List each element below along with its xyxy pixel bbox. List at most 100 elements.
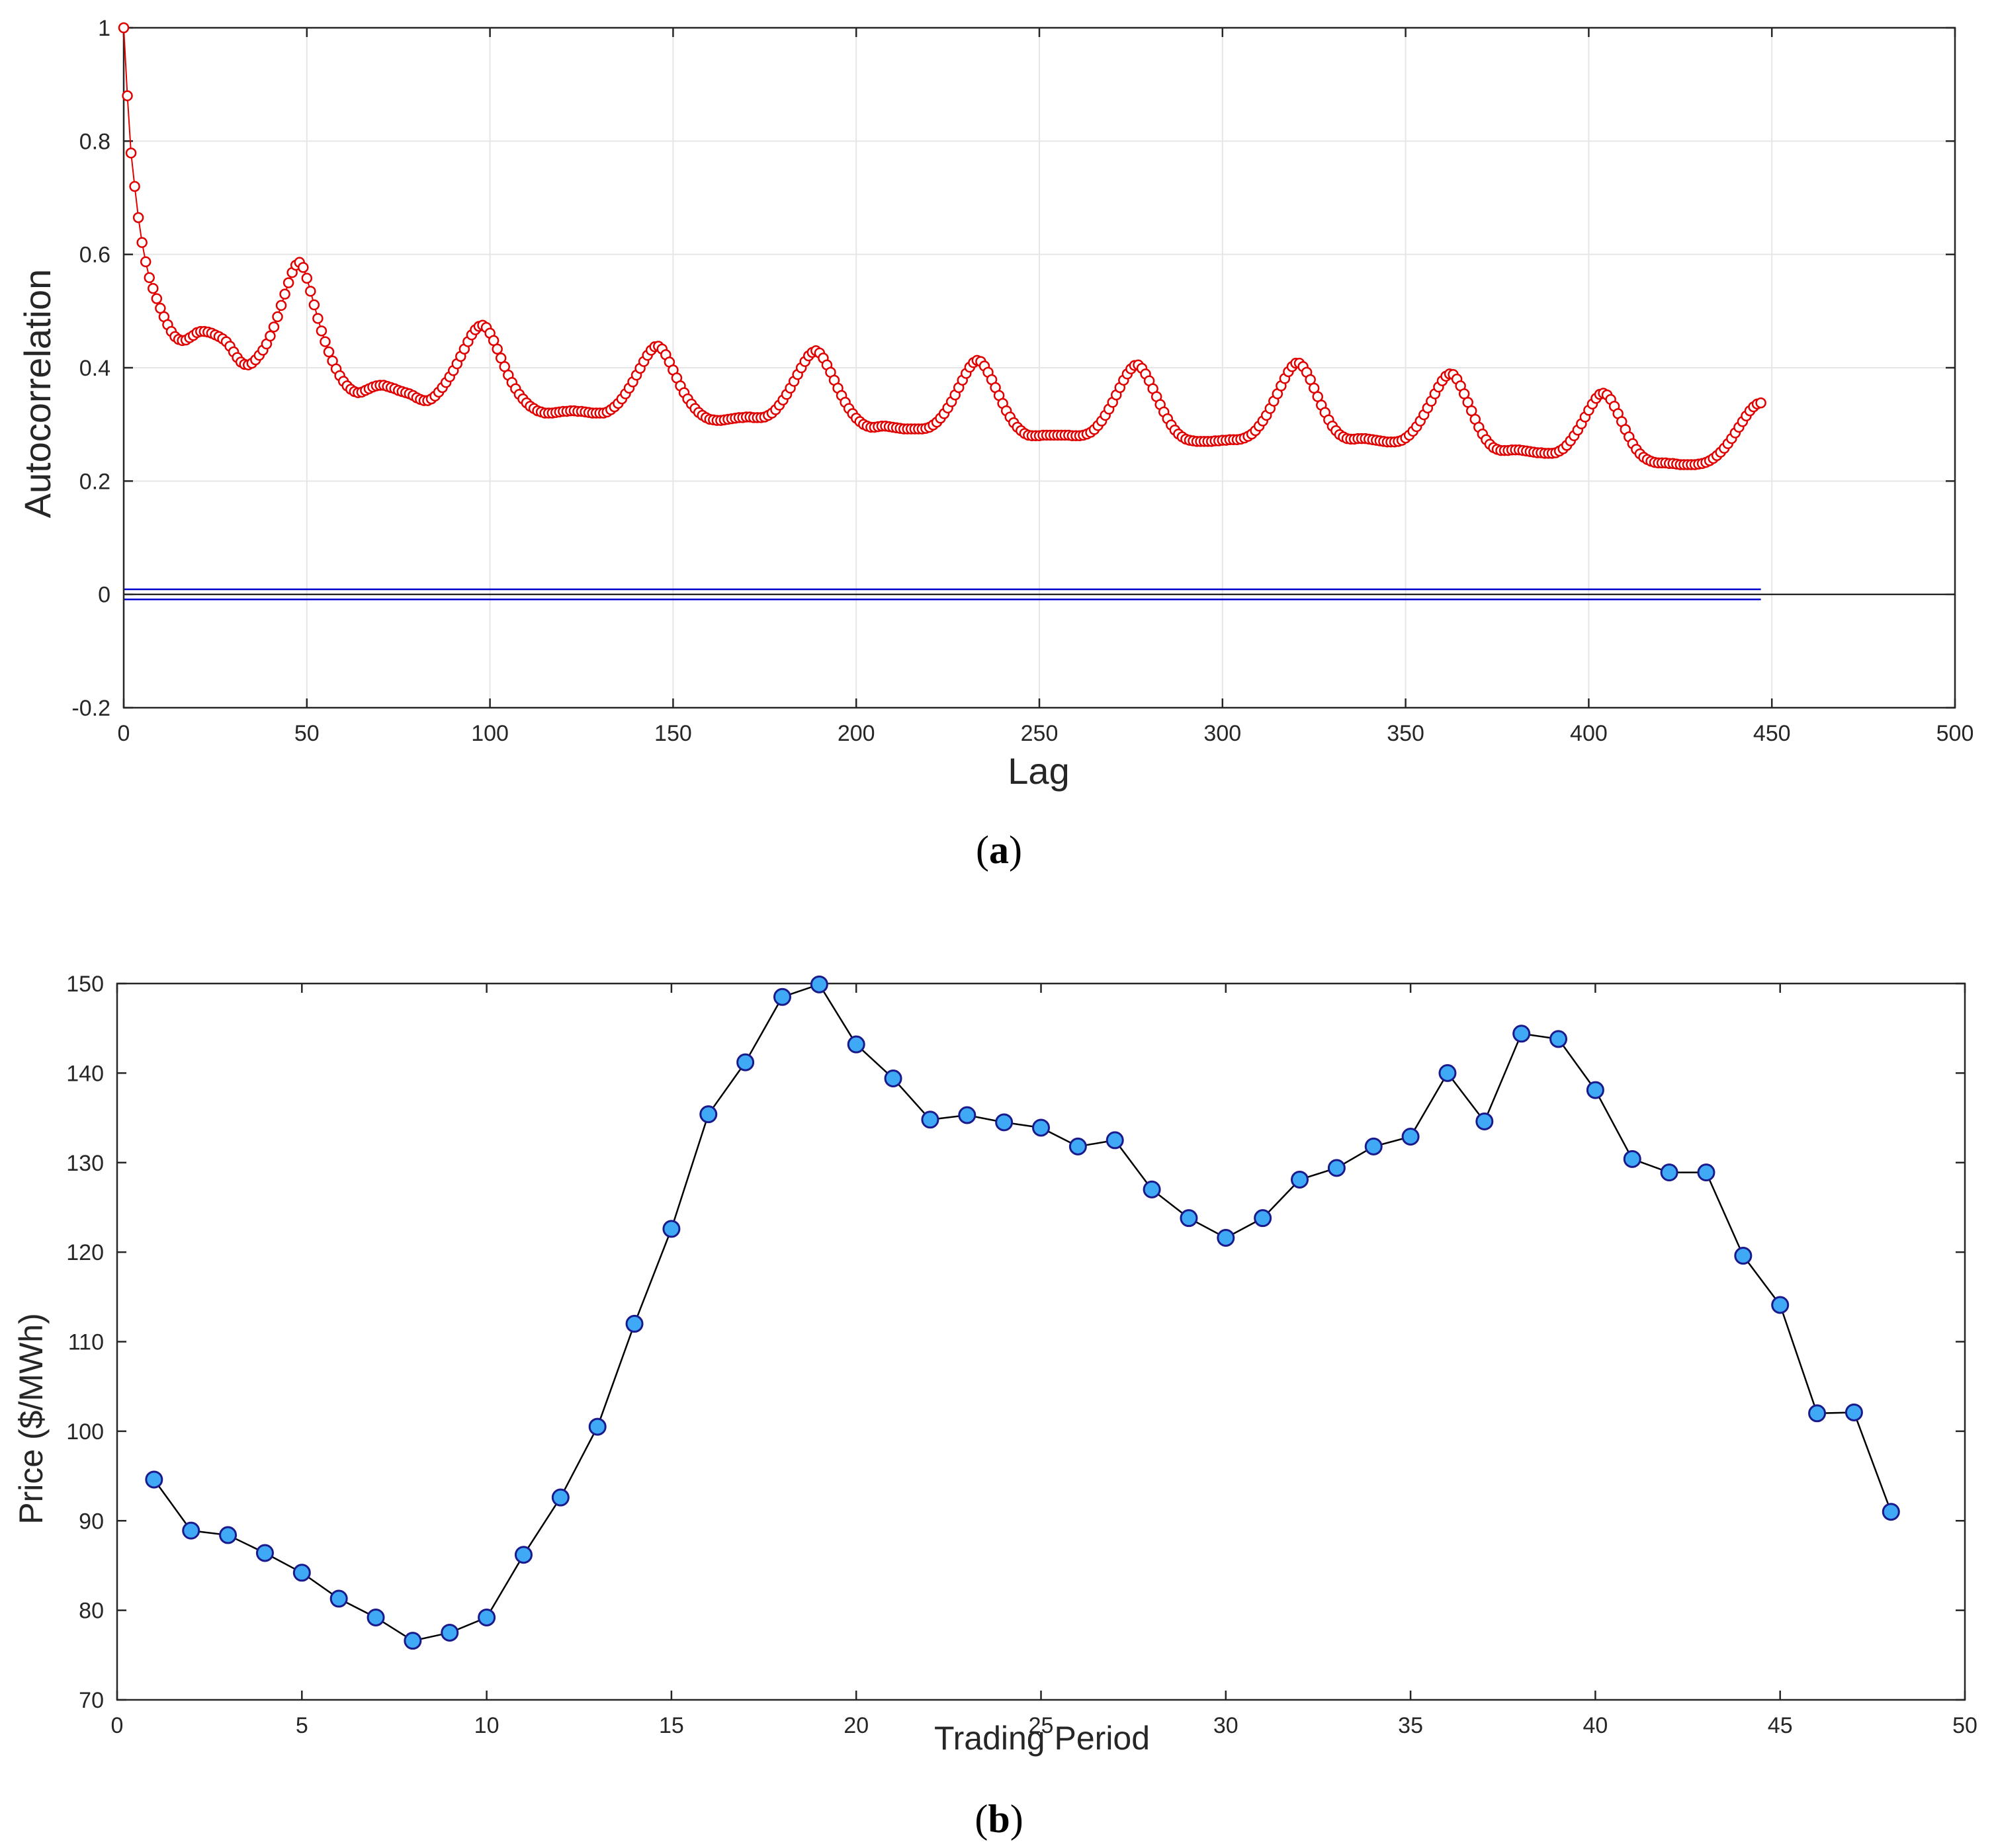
panel-b-x-axis-label: Trading Period [934, 1720, 1150, 1757]
panel-b-price-point [1734, 1247, 1753, 1265]
panel-b-y-tick-label: 100 [66, 1419, 104, 1445]
panel-b-price-point [995, 1113, 1014, 1132]
panel-a-acf-point [265, 330, 276, 342]
panel-a-confidence-bounds [124, 588, 1761, 601]
panel-a-y-tick-label: 0 [98, 583, 110, 608]
panel-a-x-tick-label: 400 [1570, 721, 1608, 746]
panel-a-acf-point [144, 272, 155, 284]
panel-b-price-point [1143, 1180, 1161, 1198]
panel-a-acf-point [301, 273, 313, 284]
panel-b-trading-price: 0 5 10 15 20 25 30 35 40 45 50 70 80 90 100 110 120 130 1… [13, 972, 1977, 1841]
panel-a-x-tick-label: 200 [838, 721, 875, 746]
panel-b-x-tick-labels: 0 5 10 15 20 25 30 35 40 45 50 [111, 1713, 1977, 1738]
panel-b-price-point [1254, 1209, 1272, 1228]
panel-b-price-point [958, 1106, 976, 1124]
panel-a-acf-point [275, 300, 287, 312]
panel-b-price-point [145, 1470, 163, 1489]
panel-a-acf-point [129, 181, 140, 192]
panel-a-x-tick-label: 0 [118, 721, 130, 746]
panel-a-acf-point [118, 22, 130, 34]
panel-a-x-tick-label: 100 [471, 721, 509, 746]
panel-b-ticks [116, 982, 1966, 1701]
panel-a-acf-point [308, 299, 320, 311]
panel-b-y-tick-label: 90 [79, 1509, 104, 1534]
panel-b-y-tick-label: 110 [68, 1330, 104, 1355]
panel-b-price-point [884, 1069, 902, 1087]
panel-b-price-point [1808, 1404, 1827, 1423]
panel-b-x-tick-label: 30 [1213, 1713, 1238, 1738]
panel-b-price-point [736, 1053, 755, 1071]
panel-b-price-point [1586, 1081, 1604, 1099]
panel-b-caption-letter: b [988, 1797, 1010, 1841]
panel-b-x-tick-label: 5 [296, 1713, 308, 1738]
panel-a-acf-point [492, 343, 503, 355]
panel-b-x-tick-label: 25 [1029, 1713, 1054, 1738]
panel-b-price-point [1180, 1209, 1198, 1228]
panel-b-price-point [1844, 1403, 1863, 1421]
panel-b-y-tick-label: 120 [66, 1240, 104, 1265]
panel-b-x-tick-label: 20 [844, 1713, 869, 1738]
panel-a-acf-point [122, 90, 133, 102]
panel-a-caption-open-paren: ( [976, 828, 989, 872]
panel-a-y-tick-label: -0.2 [71, 696, 110, 721]
panel-b-y-tick-labels: 70 80 90 100 110 120 130 140 150 [66, 972, 104, 1713]
panel-b-x-tick-label: 50 [1952, 1713, 1977, 1738]
panel-b-price-point [588, 1417, 607, 1436]
panel-a-acf-point [298, 262, 309, 273]
panel-a-x-tick-label: 300 [1203, 721, 1241, 746]
panel-a-y-tick-label: 0.4 [79, 356, 110, 381]
panel-b-price-point [1549, 1030, 1568, 1048]
panel-b-price-point [1697, 1163, 1715, 1182]
panel-a-x-tick-label: 150 [654, 721, 692, 746]
panel-a-caption-close-paren: ) [1009, 828, 1022, 872]
panel-b-price-point [662, 1220, 681, 1238]
panel-a-acf-point [312, 313, 324, 324]
panel-b-price-point [329, 1589, 348, 1608]
panel-a-x-tick-label: 450 [1753, 721, 1791, 746]
panel-a-acf-point [140, 256, 152, 268]
panel-a-acf-point [136, 237, 148, 248]
panel-b-x-tick-label: 40 [1583, 1713, 1608, 1738]
panel-a-x-axis-label: Lag [1008, 750, 1069, 792]
panel-b-price-point [1106, 1131, 1124, 1150]
panel-b-y-tick-label: 150 [66, 972, 104, 997]
panel-a-acf-point [125, 147, 137, 159]
panel-b-y-tick-label: 70 [79, 1688, 104, 1713]
panel-a-acf-point [320, 336, 331, 347]
panel-b-price-point [810, 975, 828, 993]
panel-b-price-point [1512, 1025, 1531, 1043]
panel-b-x-tick-label: 45 [1768, 1713, 1793, 1738]
panel-a-x-tick-labels: 0 50 100 150 200 250 300 350 400 450 500 [118, 721, 1974, 746]
panel-b-price-point [1475, 1112, 1494, 1130]
panel-a-x-tick-label: 500 [1936, 721, 1974, 746]
panel-b-price-point [1032, 1118, 1050, 1137]
panel-b-y-tick-label: 80 [79, 1599, 104, 1624]
panel-b-price-point [1327, 1159, 1346, 1177]
panel-b-price-point [921, 1111, 939, 1129]
panel-b-price-point [1401, 1127, 1420, 1146]
panel-a-autocorrelation: 0 50 100 150 200 250 300 350 400 450 500 -0.2 0 0.2 0… [17, 16, 1974, 872]
panel-b-price-point [1291, 1170, 1309, 1189]
panel-b-price-point [1623, 1150, 1641, 1168]
panel-a-caption-letter: a [989, 828, 1009, 872]
panel-a-y-tick-labels: -0.2 0 0.2 0.4 0.6 0.8 1 [71, 16, 110, 721]
panel-a-y-tick-label: 1 [98, 16, 110, 41]
panel-a-acf-point [132, 212, 144, 224]
panel-a-y-axis-label: Autocorrelation [17, 269, 58, 519]
panel-a-acf-point [279, 288, 290, 300]
panel-b-x-tick-label: 15 [659, 1713, 684, 1738]
panel-a-acf-point [1755, 397, 1766, 409]
panel-a-acf-point [272, 311, 283, 323]
panel-b-y-tick-label: 130 [66, 1151, 104, 1176]
panel-a-acf-point [151, 293, 163, 304]
panel-b-price-point [367, 1608, 385, 1626]
panel-b-price-point [1068, 1137, 1087, 1155]
panel-a-x-tick-label: 250 [1021, 721, 1059, 746]
panel-b-x-tick-label: 35 [1398, 1713, 1423, 1738]
panel-b-price-point [292, 1564, 311, 1582]
panel-b-price-point [255, 1544, 274, 1562]
panel-b-caption: (b) [975, 1797, 1023, 1841]
panel-b-price-point [441, 1623, 459, 1642]
panel-b-price-point [219, 1526, 238, 1544]
